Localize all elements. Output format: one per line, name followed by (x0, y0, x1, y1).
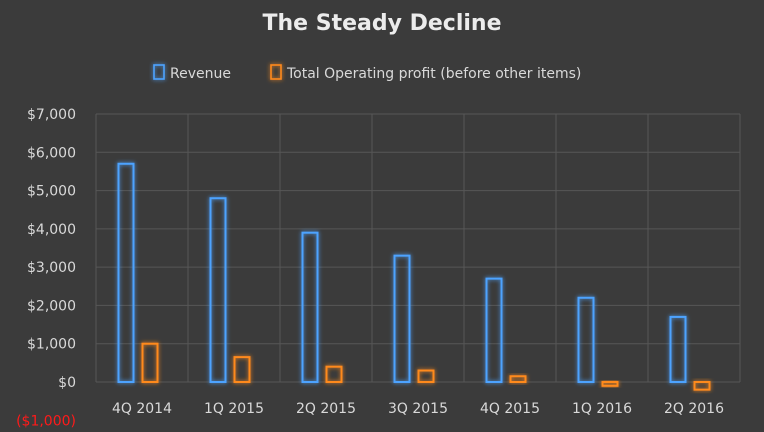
bar-revenue (301, 231, 319, 383)
bar-revenue (485, 277, 503, 383)
bar-operating-profit (693, 381, 711, 391)
y-axis-ticks: ($1,000) $0 $1,000 $2,000 $3,000 $4,000 $5,000… (16, 107, 76, 429)
legend-label-operating-profit: Total Operating profit (before other ite… (286, 66, 581, 82)
x-tick-label: 4Q 2014 (112, 401, 172, 417)
bar-operating-profit (417, 369, 435, 383)
bar-operating-profit (233, 356, 251, 384)
x-tick-label: 2Q 2015 (296, 401, 356, 417)
y-tick-label: $2,000 (27, 298, 76, 314)
x-axis-ticks: 4Q 2014 1Q 2015 2Q 2015 3Q 2015 4Q 2015 1Q 20… (112, 401, 724, 417)
gridlines (95, 113, 741, 383)
bar-operating-profit (325, 365, 343, 383)
bar-revenue (669, 315, 687, 383)
y-tick-label: $6,000 (27, 145, 76, 161)
x-tick-label: 1Q 2015 (204, 401, 264, 417)
x-tick-label: 3Q 2015 (388, 401, 448, 417)
bars (117, 162, 711, 391)
y-tick-label: $3,000 (27, 260, 76, 276)
bar-operating-profit (601, 381, 619, 387)
bar-revenue (117, 162, 135, 383)
y-tick-label: $0 (58, 375, 76, 391)
y-tick-label: $7,000 (27, 107, 76, 123)
y-tick-label: ($1,000) (16, 413, 76, 429)
bar-revenue (393, 254, 411, 384)
bar-operating-profit (141, 342, 159, 384)
chart-title: The Steady Decline (262, 11, 501, 36)
x-tick-label: 4Q 2015 (480, 401, 540, 417)
y-tick-label: $4,000 (27, 222, 76, 238)
bar-revenue (577, 296, 595, 383)
y-tick-label: $5,000 (27, 184, 76, 200)
bar-revenue (209, 197, 227, 383)
x-tick-label: 2Q 2016 (664, 401, 724, 417)
bar-operating-profit (509, 375, 527, 383)
legend-swatch-operating-profit (270, 64, 282, 80)
x-tick-label: 1Q 2016 (572, 401, 632, 417)
y-tick-label: $1,000 (27, 337, 76, 353)
legend: Revenue Total Operating profit (before o… (153, 64, 581, 82)
legend-label-revenue: Revenue (170, 66, 231, 82)
legend-swatch-revenue (153, 64, 165, 80)
